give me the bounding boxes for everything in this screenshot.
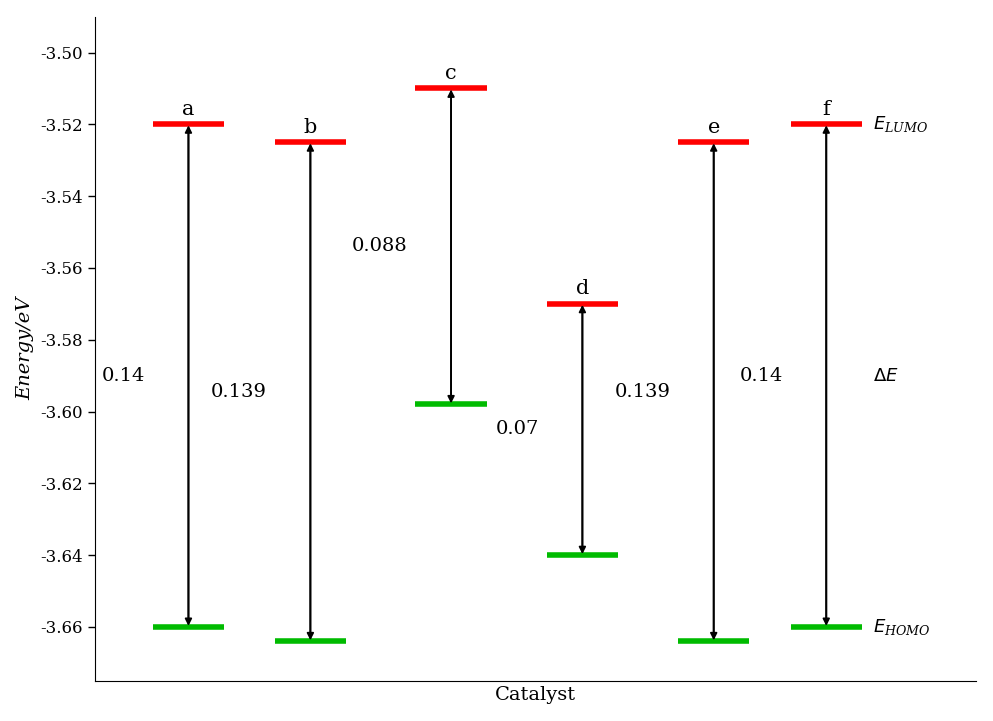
Text: 0.139: 0.139 [615,383,670,401]
Text: 0.088: 0.088 [353,237,408,255]
X-axis label: Catalyst: Catalyst [495,686,576,704]
Text: d: d [576,280,589,298]
Text: b: b [304,118,317,137]
Text: c: c [445,64,457,83]
Text: e: e [708,118,720,137]
Text: f: f [822,100,830,119]
Text: 0.139: 0.139 [212,383,267,401]
Text: 0.07: 0.07 [496,420,539,438]
Y-axis label: Energy/eV: Energy/eV [17,297,35,400]
Text: 0.14: 0.14 [740,367,783,384]
Text: $E_\mathregular{HOMO}$: $E_\mathregular{HOMO}$ [873,617,930,637]
Text: $\Delta E$: $\Delta E$ [873,367,899,384]
Text: a: a [183,100,195,119]
Text: $E_\mathregular{LUMO}$: $E_\mathregular{LUMO}$ [873,115,928,134]
Text: 0.14: 0.14 [102,367,145,384]
